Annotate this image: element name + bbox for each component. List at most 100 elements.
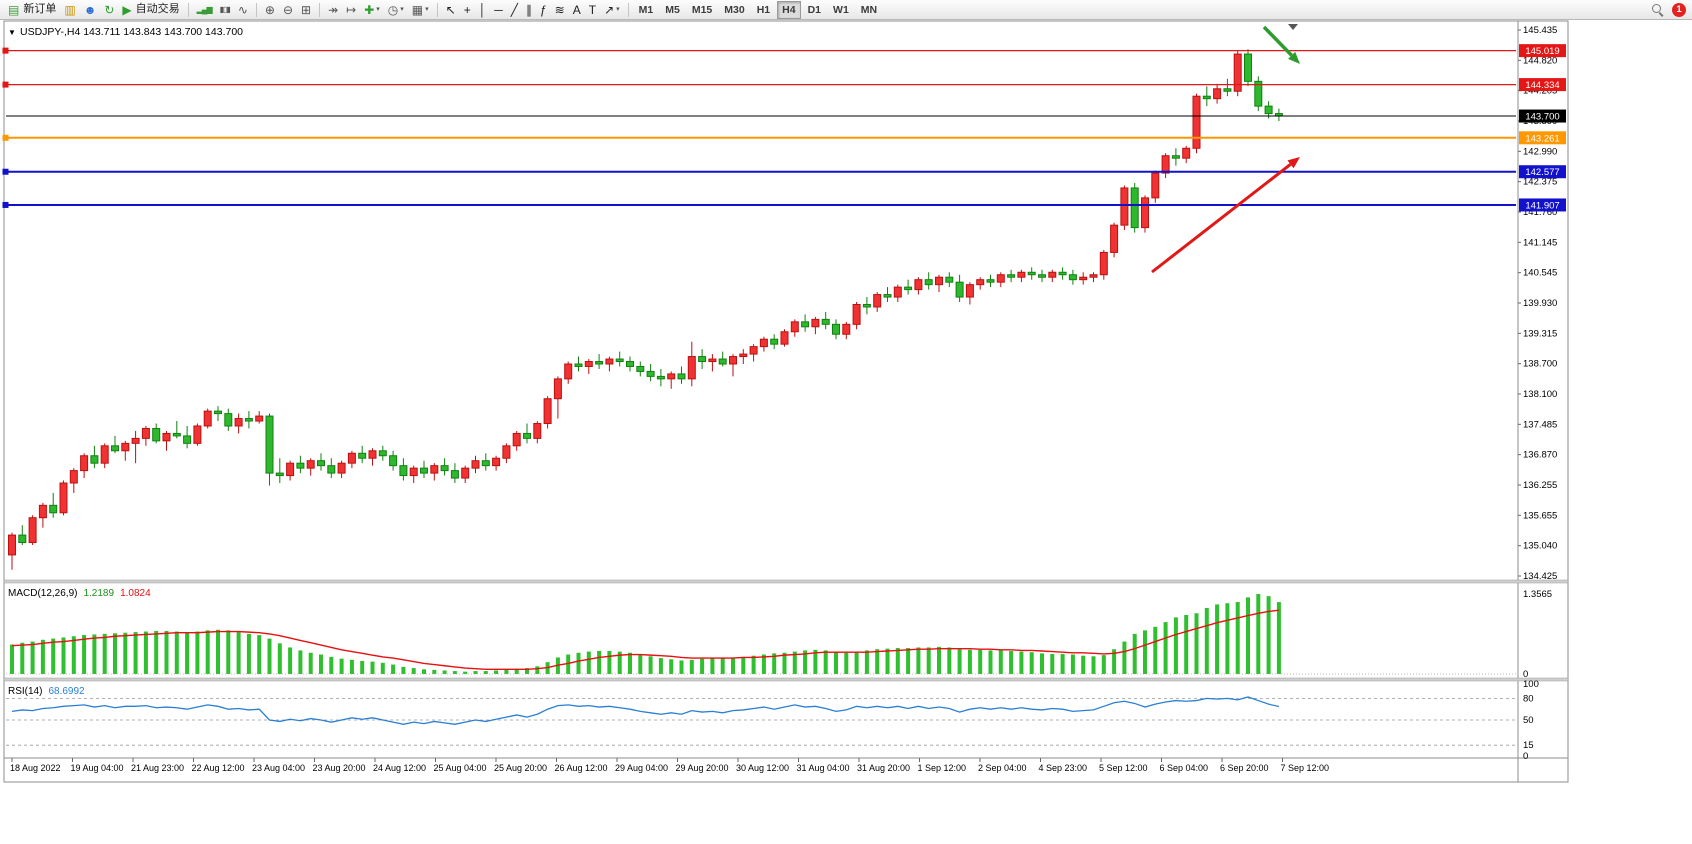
macd-histogram	[10, 594, 1281, 674]
hline-handle[interactable]	[2, 168, 9, 175]
timeframe-d1-button[interactable]: D1	[807, 3, 822, 16]
macd-bar	[566, 654, 571, 674]
red-up-arrow[interactable]	[1151, 163, 1292, 274]
line-chart-type-icon[interactable]: ∿	[235, 1, 251, 18]
candle-body	[481, 460, 490, 467]
macd-bar	[370, 661, 375, 674]
chart-shift-icon[interactable]: ↦	[343, 1, 359, 18]
timeframe-mn-button[interactable]: MN	[860, 3, 878, 16]
hline-handle[interactable]	[2, 134, 9, 141]
macd-name: MACD(12,26,9)	[8, 588, 77, 599]
candle-body	[801, 321, 810, 328]
trendline-icon[interactable]: ╱	[508, 1, 521, 18]
template-icon[interactable]: ▦ ▾	[409, 1, 432, 18]
arrows-tool-icon-dropdown-arrow[interactable]: ▾	[616, 6, 620, 13]
period-clock-icon-dropdown-arrow[interactable]: ▾	[400, 6, 404, 13]
toolbar-separator	[187, 2, 189, 17]
rsi-axis-label: 50	[1523, 715, 1534, 726]
candle-body	[873, 294, 882, 308]
macd-bar	[761, 654, 766, 674]
macd-bar	[895, 648, 900, 674]
label-icon[interactable]: T	[586, 1, 599, 18]
time-axis-label: 7 Sep 12:00	[1281, 763, 1330, 773]
market-watch-icon[interactable]: ☻	[81, 1, 100, 18]
macd-bar	[236, 632, 241, 674]
ohlc-collapse-icon[interactable]: ▼	[8, 28, 16, 37]
candle-body	[183, 435, 192, 444]
hline-handle[interactable]	[2, 47, 9, 54]
price-badge	[1519, 131, 1566, 145]
candle-body	[1233, 53, 1242, 92]
zoom-out-icon[interactable]: ⊖	[280, 1, 296, 18]
arrows-tool-icon[interactable]: ↗ ▾	[601, 1, 623, 18]
candle-body	[1244, 53, 1252, 82]
macd-bar	[452, 671, 457, 674]
timeframe-m30-button[interactable]: M30	[724, 3, 745, 16]
macd-axis-label: 1.3565	[1523, 589, 1552, 600]
price-axis[interactable]	[1518, 21, 1568, 782]
rsi-label: RSI(14) 68.6992	[8, 686, 85, 697]
refresh-icon-glyph: ↻	[104, 2, 115, 17]
chart-window-icon[interactable]: ▥	[61, 1, 78, 18]
toolbar-separator	[319, 2, 321, 17]
green-down-arrow[interactable]	[1262, 25, 1293, 57]
auto-scroll-icon[interactable]: ↠	[325, 1, 341, 18]
candle-body	[1171, 155, 1180, 159]
macd-bar	[1235, 602, 1240, 674]
timeframe-h4-button[interactable]: H4	[777, 0, 801, 19]
new-order-button[interactable]: ▤ 新订单	[5, 1, 59, 18]
hline-handle[interactable]	[2, 81, 9, 88]
time-axis-label: 5 Sep 12:00	[1099, 763, 1148, 773]
refresh-icon[interactable]: ↻	[101, 1, 117, 18]
macd-bar	[1153, 626, 1158, 674]
macd-bar	[226, 630, 231, 674]
zoom-out-icon-glyph: ⊖	[282, 2, 294, 17]
add-indicator-button-dropdown-arrow[interactable]: ▾	[376, 6, 380, 13]
time-axis[interactable]	[4, 759, 1518, 782]
timeframe-m5-button[interactable]: M5	[665, 3, 680, 16]
hline-handle[interactable]	[2, 201, 9, 208]
chart-canvas[interactable]: 145.435144.820144.205143.590142.990142.3…	[0, 20, 1692, 844]
macd-bar	[205, 630, 210, 674]
timeframe-w1-button[interactable]: W1	[833, 3, 849, 16]
candle-body	[564, 363, 573, 380]
candle-body	[893, 286, 902, 298]
zoom-in-icon[interactable]: ⊕	[262, 1, 278, 18]
template-icon-dropdown-arrow[interactable]: ▾	[425, 6, 429, 13]
candle-body	[852, 303, 861, 325]
chart-shift-marker[interactable]	[1288, 24, 1298, 30]
tile-windows-icon[interactable]: ⊞	[298, 1, 314, 18]
auto-trading-button[interactable]: ▶ 自动交易	[119, 1, 182, 18]
fibonacci-icon[interactable]: ƒ	[537, 1, 550, 18]
macd-bar	[298, 650, 303, 674]
panel-separator[interactable]	[3, 579, 1569, 584]
horizontal-line-icon[interactable]: ─	[491, 1, 506, 18]
macd-bar	[1246, 597, 1250, 674]
crosshair-icon[interactable]: +	[461, 1, 474, 18]
panel-separator[interactable]	[3, 677, 1569, 682]
macd-bar	[113, 633, 117, 674]
bar-chart-type-icon[interactable]: ▂▄▆	[194, 1, 215, 18]
timeframe-m1-button[interactable]: M1	[638, 3, 654, 16]
timeframe-h1-button[interactable]: H1	[756, 3, 771, 16]
macd-bar	[854, 652, 859, 674]
macd-bar	[30, 641, 35, 674]
add-indicator-button[interactable]: ✚ ▾	[361, 1, 383, 18]
macd-bar	[1132, 633, 1137, 674]
cursor-icon[interactable]: ↖	[443, 1, 459, 18]
vertical-line-icon[interactable]: │	[476, 1, 490, 18]
vertical-line-icon-glyph: │	[478, 2, 487, 17]
channel-icon[interactable]: ∥	[523, 1, 535, 18]
candle-chart-type-icon[interactable]: ▮▯▮	[217, 1, 233, 18]
text-icon[interactable]: A	[570, 1, 584, 18]
search-icon[interactable]	[1651, 2, 1666, 17]
notification-badge[interactable]: 1	[1672, 2, 1686, 17]
timeframe-m15-button[interactable]: M15	[691, 3, 713, 16]
candle-body	[1182, 147, 1191, 159]
macd-bar	[916, 647, 921, 674]
period-clock-icon[interactable]: ◷ ▾	[385, 1, 407, 18]
candle-body	[708, 358, 717, 363]
macd-bar	[937, 646, 941, 674]
shapes-icon[interactable]: ≋	[552, 1, 568, 18]
candle-body	[790, 321, 799, 333]
